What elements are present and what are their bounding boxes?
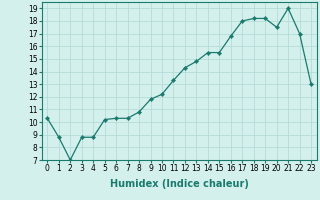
X-axis label: Humidex (Indice chaleur): Humidex (Indice chaleur) bbox=[110, 179, 249, 189]
